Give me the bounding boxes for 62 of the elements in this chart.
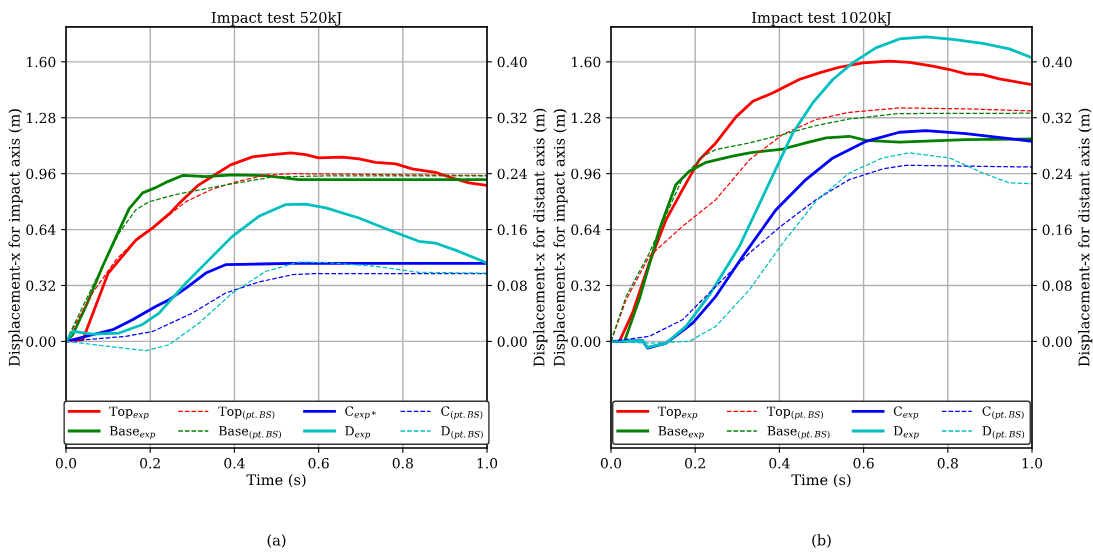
legend-label: Base$_{(pt.BS)}$ (767, 426, 830, 440)
y2-axis-title: Displacement-x for distant axis (m) (1078, 108, 1093, 367)
y-tick-label: 1.60 (572, 56, 601, 68)
y-tick-label: 0.96 (26, 168, 56, 180)
x-tick-label: 0.4 (769, 457, 790, 469)
y2-tick-label: 0.00 (1042, 336, 1072, 347)
legend-label: C$_{exp*}$ (345, 406, 376, 420)
legend-label: D$_{exp}$ (893, 426, 919, 440)
x-tick-label: 0.4 (224, 457, 245, 469)
y-tick-label: 1.28 (27, 112, 56, 124)
y2-tick-label: 0.32 (497, 112, 527, 124)
legend-label: C$_{exp}$ (893, 406, 919, 420)
y2-tick-label: 0.24 (1042, 168, 1072, 180)
legend-label: Base$_{exp}$ (109, 426, 156, 440)
x-axis-title: Time (s) (791, 473, 851, 488)
y2-axis-title: Displacement-x for distant axis (m) (533, 108, 548, 367)
y-tick-label: 1.28 (572, 112, 601, 124)
x-tick-label: 1.0 (1022, 457, 1043, 469)
chart-title: Impact test 1020kJ (752, 11, 892, 26)
legend-label: Base$_{(pt.BS)}$ (218, 426, 281, 440)
legend-label: Base$_{exp}$ (658, 426, 704, 440)
y2-tick-label: 0.24 (497, 168, 527, 180)
y-tick-label: 0.00 (26, 336, 56, 347)
y2-tick-label: 0.32 (1042, 112, 1072, 124)
x-tick-label: 0.2 (140, 457, 160, 469)
y-axis-title: Displacement-x for impact axis (m) (553, 109, 568, 366)
x-axis-title: Time (s) (246, 473, 306, 488)
y-tick-label: 0.64 (571, 224, 601, 236)
legend-label: D$_{(pt.BS)}$ (441, 426, 483, 440)
y-tick-label: 0.96 (571, 168, 601, 180)
y2-tick-label: 0.08 (497, 280, 527, 291)
legend-label: Top$_{(pt.BS)}$ (767, 406, 823, 420)
y-tick-label: 1.60 (27, 56, 56, 68)
y-axis-title: Displacement-x for impact axis (m) (8, 109, 23, 366)
y2-tick-label: 0.40 (1042, 56, 1072, 68)
text: (b) (812, 534, 831, 548)
legend-label: D$_{(pt.BS)}$ (982, 426, 1025, 440)
y-tick-label: 0.32 (26, 280, 55, 291)
y2-tick-label: 0.08 (1042, 280, 1072, 291)
y-tick-label: 0.64 (26, 224, 56, 236)
x-tick-label: 0.8 (937, 457, 958, 469)
legend-label: C$_{(pt.BS)}$ (982, 406, 1024, 420)
legend-label: C$_{(pt.BS)}$ (441, 406, 483, 420)
legend-label: Top$_{(pt.BS)}$ (218, 406, 275, 420)
y-tick-label: 0.00 (571, 336, 601, 347)
y2-tick-label: 0.00 (497, 336, 527, 347)
y-tick-label: 0.32 (571, 280, 600, 291)
x-tick-label: 0.8 (392, 457, 413, 469)
legend-label: Top$_{exp}$ (109, 406, 149, 420)
x-tick-label: 0.2 (685, 457, 705, 469)
y2-tick-label: 0.16 (497, 224, 527, 236)
y2-tick-label: 0.40 (497, 56, 527, 68)
y2-tick-label: 0.16 (1042, 224, 1072, 236)
text: (a) (267, 534, 286, 548)
legend-label: Top$_{exp}$ (657, 406, 698, 420)
x-tick-label: 0.6 (308, 457, 329, 469)
x-tick-label: 0.6 (853, 457, 874, 469)
x-tick-label: 0.0 (55, 457, 77, 469)
x-tick-label: 1.0 (477, 457, 498, 469)
x-tick-label: 0.0 (600, 457, 622, 469)
chart-title: Impact test 520kJ (211, 11, 342, 26)
legend-label: D$_{exp}$ (345, 426, 371, 440)
